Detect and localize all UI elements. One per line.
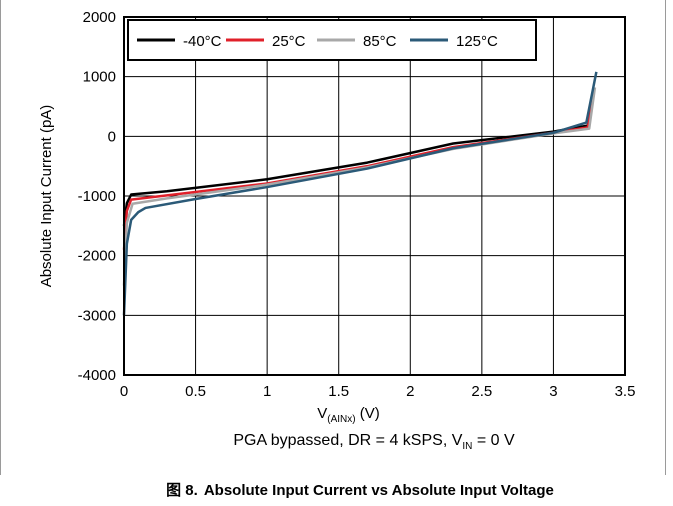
figure-caption: 图 8. Absolute Input Current vs Absolute I… — [60, 479, 660, 500]
x-tick-label: 3.5 — [615, 383, 636, 400]
legend-label: -40°C — [183, 33, 222, 50]
y-tick-label: -4000 — [78, 367, 116, 384]
x-tick-label: 2 — [406, 383, 414, 400]
y-tick-label: 1000 — [83, 69, 116, 86]
legend-label: 25°C — [272, 33, 306, 50]
y-tick-label: 0 — [108, 128, 116, 145]
line-chart: 0 0.5 1 1.5 2 2.5 3 3.5 -4000 -3000 -2000 -1000 0 100… — [38, 9, 636, 425]
x-axis-label-sub: (AINx) — [327, 414, 355, 425]
note-prefix: PGA bypassed, DR = 4 kSPS, V — [233, 432, 463, 449]
x-tick-label: 2.5 — [471, 383, 492, 400]
legend: -40°C 25°C 85°C 125°C — [127, 19, 537, 61]
note-subscript: IN — [462, 441, 473, 453]
note-suffix: = 0 V — [472, 432, 515, 449]
plot-area-border — [123, 16, 626, 376]
y-tick-label: -1000 — [78, 188, 116, 205]
y-tick-label: -3000 — [78, 307, 116, 324]
series-line — [122, 71, 598, 316]
data-series — [122, 71, 598, 316]
x-axis-label-unit: (V) — [356, 405, 380, 422]
y-axis-label: Absolute Input Current (pA) — [38, 105, 55, 288]
figure-number: 图 8. — [166, 482, 198, 499]
test-condition-note: PGA bypassed, DR = 4 kSPS, VIN = 0 V — [124, 432, 624, 452]
y-tick-label: -2000 — [78, 248, 116, 265]
legend-label: 85°C — [363, 33, 397, 50]
legend-label: 125°C — [456, 33, 498, 50]
x-tick-label: 1 — [263, 383, 271, 400]
chart-grid — [123, 16, 626, 376]
x-tick-label: 3 — [549, 383, 557, 400]
x-axis-label: V(AINx) (V) — [317, 405, 380, 425]
series-line — [122, 87, 597, 286]
figure-title: Absolute Input Current vs Absolute Input… — [203, 482, 554, 499]
series-line — [122, 94, 595, 250]
x-tick-label: 1.5 — [328, 383, 349, 400]
x-axis-label-main: V — [317, 405, 327, 422]
left-border — [0, 0, 1, 475]
x-tick-label: 0.5 — [185, 383, 206, 400]
series-line — [122, 99, 594, 226]
y-tick-label: 2000 — [83, 9, 116, 26]
x-tick-label: 0 — [120, 383, 128, 400]
right-border — [665, 0, 666, 475]
tick-labels: 0 0.5 1 1.5 2 2.5 3 3.5 -4000 -3000 -2000 -1000 0 100… — [78, 9, 636, 400]
